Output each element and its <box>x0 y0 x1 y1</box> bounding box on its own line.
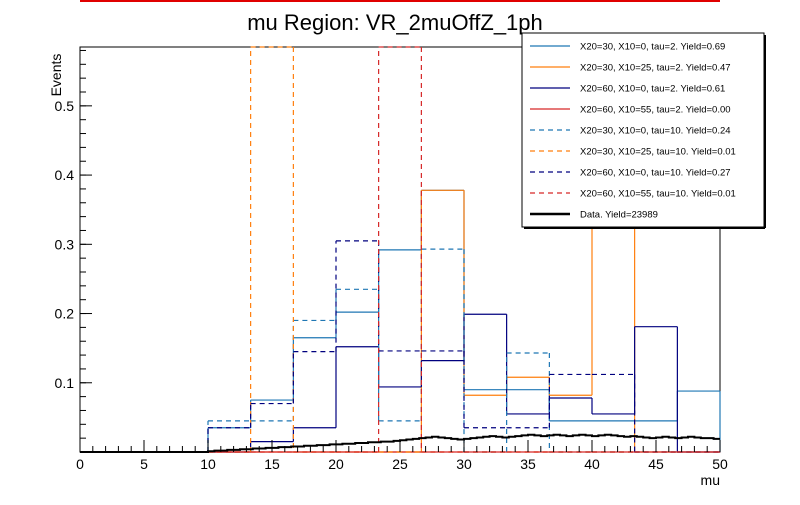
series-s3 <box>80 313 720 453</box>
legend-label: X20=30, X10=25, tau=10. Yield=0.01 <box>580 147 736 158</box>
y-tick-label: 0.2 <box>55 306 75 322</box>
x-tick-label: 15 <box>264 456 280 472</box>
legend-label: X20=60, X10=55, tau=10. Yield=0.01 <box>580 189 736 200</box>
series-s1 <box>80 189 721 453</box>
x-tick-label: 0 <box>76 456 84 472</box>
x-tick-label: 40 <box>584 456 600 472</box>
x-tick-label: 5 <box>140 456 148 472</box>
legend: X20=30, X10=0, tau=2. Yield=0.69 X20=30, … <box>521 32 766 229</box>
axes: 0 5 10 15 20 25 30 35 40 45 50 0.1 0.2 0.3 0.4 0.5 <box>55 49 728 472</box>
legend-box <box>521 32 765 228</box>
x-tick-label: 25 <box>392 456 408 472</box>
x-tick-label: 45 <box>648 456 664 472</box>
legend-label: X20=30, X10=0, tau=2. Yield=0.69 <box>580 42 725 53</box>
legend-label: X20=60, X10=0, tau=2. Yield=0.61 <box>580 84 725 95</box>
y-tick-label: 0.4 <box>55 167 75 183</box>
x-tick-label: 35 <box>520 456 536 472</box>
x-axis-label: mu <box>701 472 720 488</box>
x-tick-label: 50 <box>712 456 728 472</box>
legend-label: X20=60, X10=0, tau=10. Yield=0.27 <box>580 168 731 179</box>
legend-label: X20=30, X10=25, tau=2. Yield=0.47 <box>580 63 731 74</box>
chart-title: mu Region: VR_2muOffZ_1ph <box>247 10 543 35</box>
y-tick-label: 0.3 <box>55 236 75 252</box>
data-line <box>80 433 720 453</box>
x-tick-label: 30 <box>456 456 472 472</box>
data-histogram <box>80 433 720 453</box>
x-tick-label: 20 <box>328 456 344 472</box>
x-tick-label: 10 <box>200 456 216 472</box>
legend-label: X20=30, X10=0, tau=10. Yield=0.24 <box>580 126 731 137</box>
legend-label: X20=60, X10=55, tau=2. Yield=0.00 <box>580 105 731 116</box>
y-axis-label: Events <box>48 54 64 97</box>
legend-label: Data. Yield=23989 <box>580 210 658 221</box>
y-tick-label: 0.1 <box>55 375 75 391</box>
y-tick-label: 0.5 <box>55 98 75 114</box>
